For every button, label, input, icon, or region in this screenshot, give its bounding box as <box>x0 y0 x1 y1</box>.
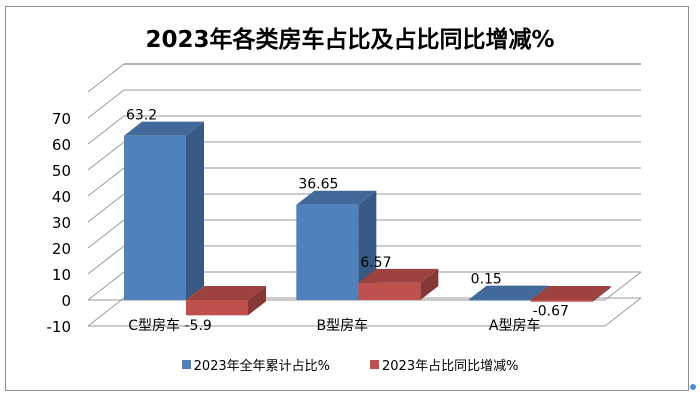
bar-top <box>124 121 204 136</box>
bar-front <box>124 135 186 300</box>
y-axis-tick-label: 0 <box>61 292 71 310</box>
y-axis-tick-label: 40 <box>52 188 71 206</box>
legend-label-share: 2023年全年累计占比% <box>193 359 330 374</box>
data-label: 0.15 <box>471 272 502 288</box>
y-axis-tick-label: 10 <box>52 266 71 284</box>
legend-swatch-red <box>370 360 379 369</box>
data-label: 36.65 <box>298 177 338 193</box>
bar-top <box>530 286 611 300</box>
bar-front <box>186 300 248 316</box>
legend-item-change: 2023年占比同比增减% <box>370 355 518 374</box>
gridline-side <box>87 245 125 275</box>
gridline-side <box>87 193 125 223</box>
legend-swatch-blue <box>181 360 191 369</box>
y-axis-tick-label: 60 <box>52 136 71 154</box>
gridline-side <box>87 297 125 327</box>
gridline-side <box>87 167 125 197</box>
y-axis-tick-label: -10 <box>47 318 72 336</box>
legend-label-change: 2023年占比同比增减% <box>382 359 519 374</box>
bar-front <box>468 299 531 301</box>
gridline-side <box>87 271 125 301</box>
floor-right-edge <box>604 297 642 327</box>
bar-side <box>420 268 439 300</box>
bar-front <box>530 300 593 302</box>
legend-item-share: 2023年全年累计占比% <box>181 355 330 374</box>
bar-top <box>468 285 549 300</box>
bar-top <box>186 286 266 300</box>
y-axis-tick-label: 20 <box>52 240 71 258</box>
bar-side <box>186 121 204 301</box>
bar-side <box>248 286 266 316</box>
gridline-side <box>87 63 125 93</box>
data-label: 6.57 <box>360 255 391 271</box>
y-axis-tick-label: 30 <box>52 214 71 232</box>
bar-top <box>358 268 439 283</box>
data-label: 63.2 <box>126 108 157 124</box>
gridline-side <box>87 219 125 249</box>
bar-front <box>358 282 421 300</box>
x-axis-category-label: B型房车 <box>317 317 369 334</box>
resize-handle-icon[interactable] <box>690 384 696 390</box>
chart-legend: 2023年全年累计占比% 2023年占比同比增减% <box>0 355 700 374</box>
x-axis-category-label: A型房车 <box>489 317 541 334</box>
gridline-side <box>87 89 125 119</box>
data-label: -0.67 <box>533 304 569 320</box>
y-axis-tick-label: 50 <box>52 162 71 180</box>
y-axis-tick-label: 70 <box>52 110 71 128</box>
gridline-side <box>87 115 125 145</box>
bar-side <box>592 286 611 302</box>
bar-front <box>296 204 359 300</box>
floor-right-edge <box>604 271 642 301</box>
x-axis-category-label: C型房车 -5.9 <box>128 317 212 334</box>
chart-title: 2023年各类房车占比及占比同比增减% <box>145 27 555 53</box>
bar-top <box>296 190 377 205</box>
gridline-side <box>87 141 125 171</box>
